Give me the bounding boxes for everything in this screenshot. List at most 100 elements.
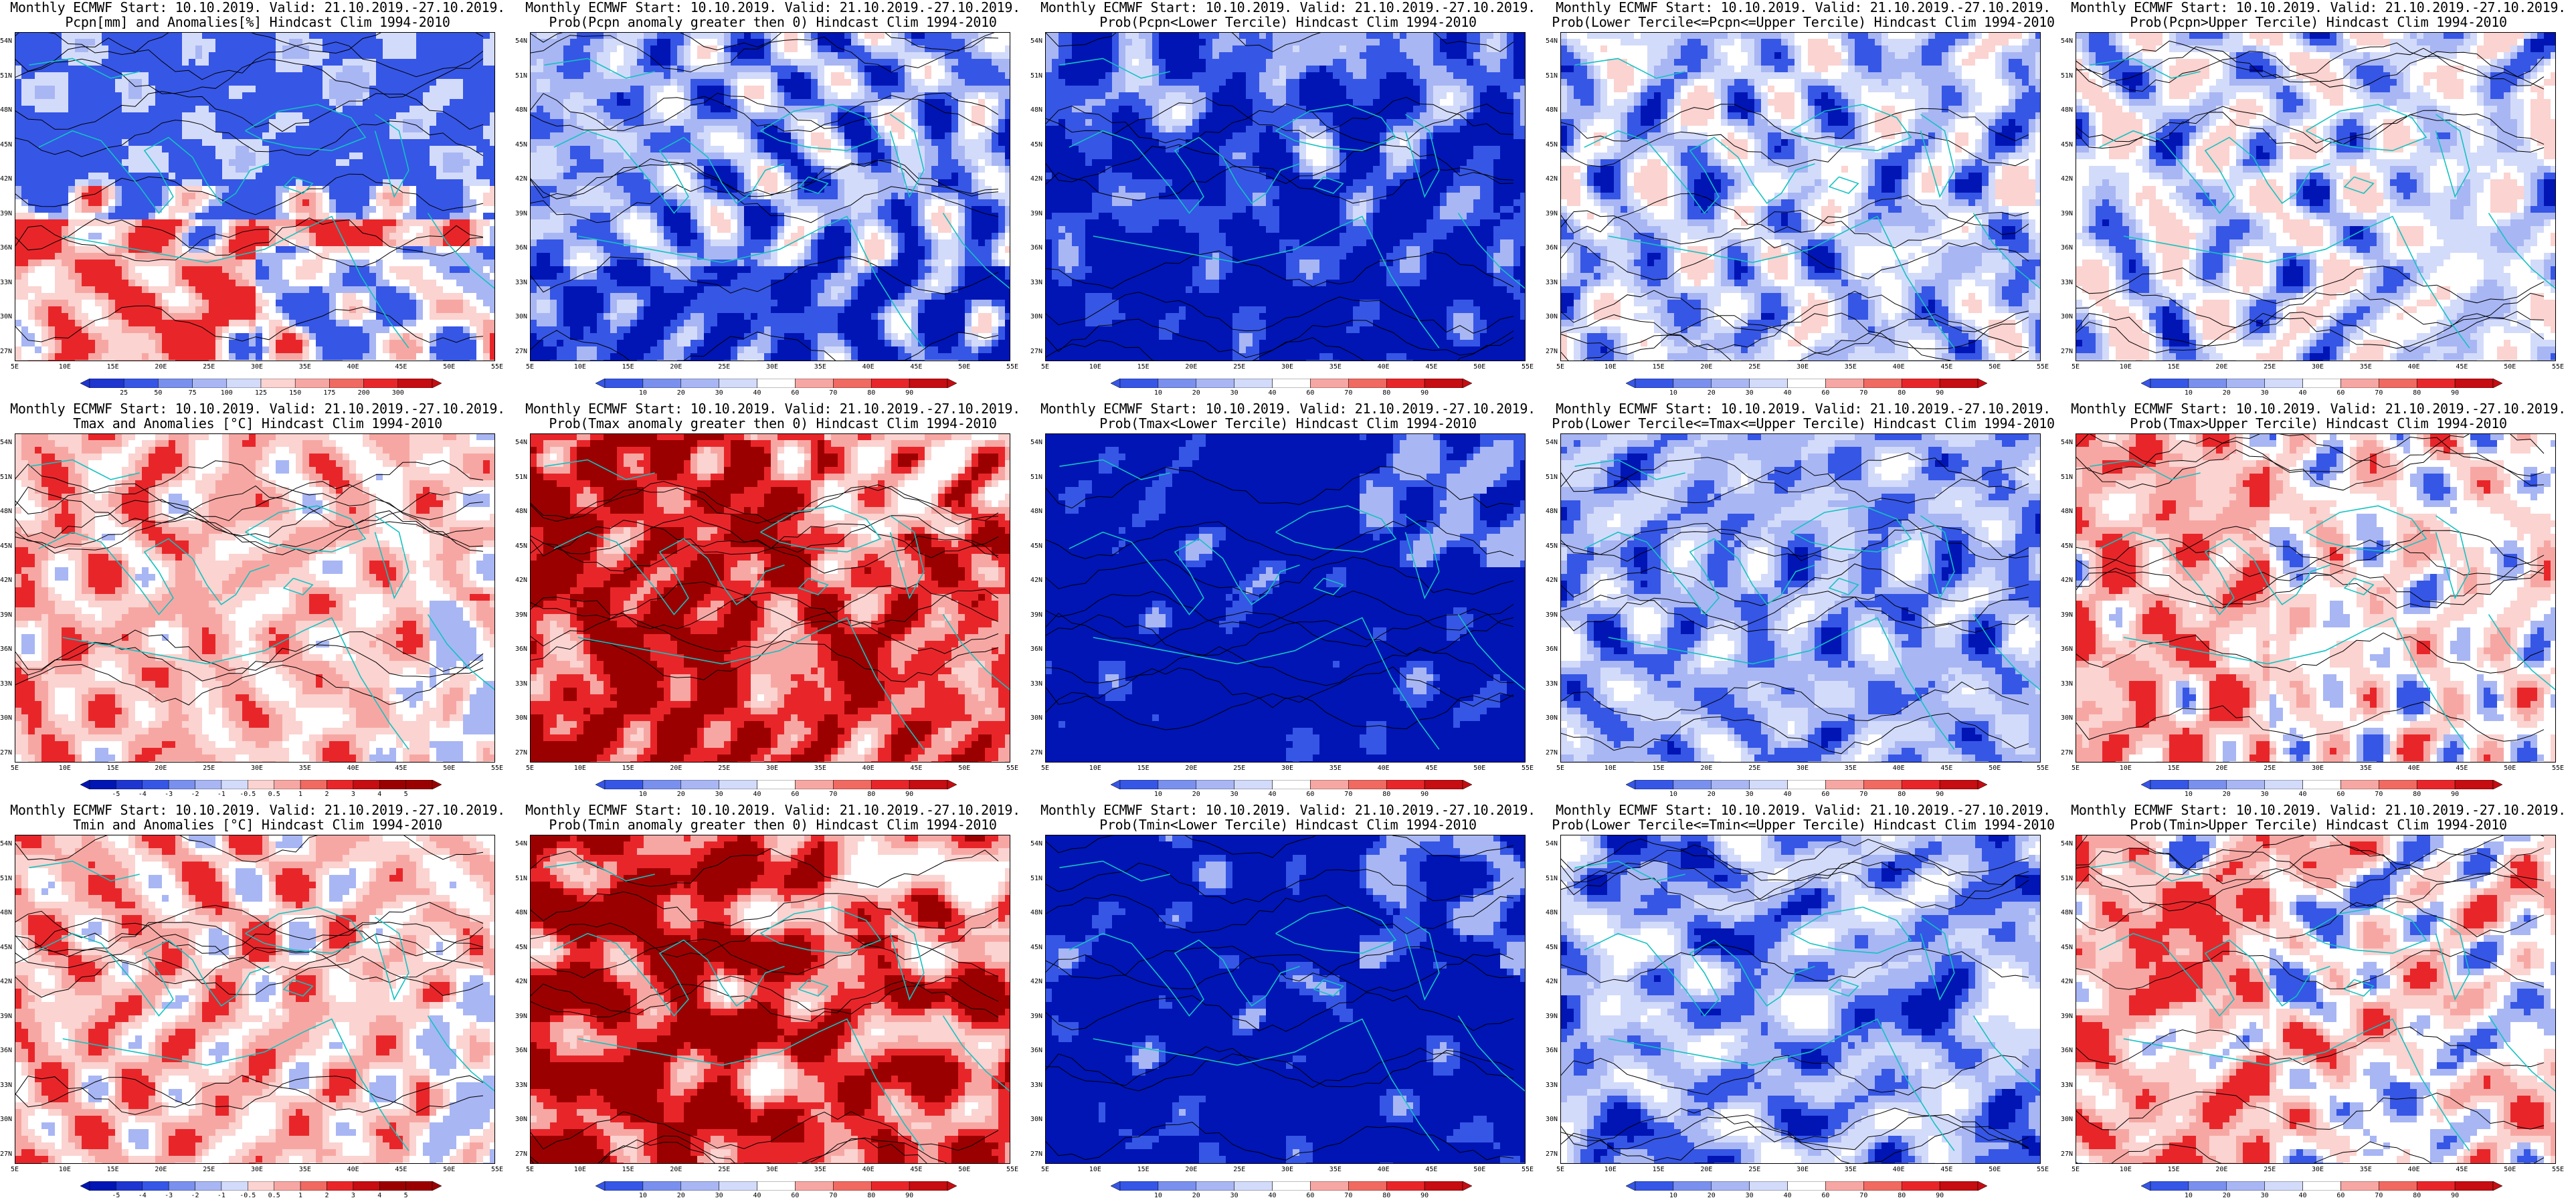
fill-cell [48, 159, 56, 167]
fill-cell [128, 340, 136, 347]
fill-cell [911, 66, 919, 73]
fill-cell [289, 313, 296, 320]
fill-cell [691, 153, 698, 160]
fill-cell [978, 72, 986, 80]
fill-cell [289, 353, 296, 361]
fill-cell [624, 66, 631, 73]
fill-cell [209, 99, 216, 106]
fill-cell [316, 313, 323, 320]
fill-cell [329, 239, 337, 247]
fill-cell [777, 52, 785, 60]
fill-cell [985, 132, 992, 140]
fill-cell [617, 112, 624, 120]
fill-cell [369, 179, 377, 187]
fill-cell [182, 153, 189, 160]
fill-cell [470, 213, 477, 220]
fill-cell [931, 146, 939, 153]
fill-cell [650, 139, 658, 146]
fill-cell [389, 66, 397, 73]
fill-cell [925, 45, 932, 53]
fill-cell [309, 119, 316, 126]
fill-cell [864, 146, 872, 153]
fill-cell [476, 153, 484, 160]
fill-cell [396, 66, 403, 73]
fill-cell [430, 139, 437, 146]
fill-cell [309, 293, 316, 300]
fill-cell [169, 186, 176, 193]
fill-cell [784, 112, 792, 120]
fill-cell [958, 86, 965, 93]
fill-cell [28, 146, 35, 153]
fill-cell [35, 266, 42, 274]
fill-cell [282, 59, 290, 66]
fill-cell [925, 32, 932, 39]
fill-cell [470, 139, 477, 146]
fill-cell [142, 266, 149, 274]
fill-cell [276, 119, 283, 126]
fill-cell [617, 146, 624, 153]
fill-cell [75, 52, 82, 60]
fill-cell [329, 32, 337, 39]
fill-cell [530, 92, 537, 100]
fill-cell [450, 139, 457, 146]
fill-cell [403, 193, 410, 200]
fill-cell [269, 146, 276, 153]
fill-cell [41, 153, 49, 160]
fill-cell [48, 333, 56, 340]
fill-cell [858, 66, 865, 73]
fill-cell [209, 219, 216, 227]
fill-cell [128, 86, 136, 93]
fill-cell [209, 266, 216, 274]
fill-cell [122, 66, 129, 73]
fill-cell [490, 239, 495, 247]
fill-cell [276, 280, 283, 287]
fill-cell [604, 59, 611, 66]
fill-cell [28, 79, 35, 86]
fill-cell [436, 286, 444, 294]
fill-cell [590, 86, 597, 93]
fill-cell [724, 99, 731, 106]
fill-cell [135, 280, 143, 287]
isoline [15, 173, 484, 215]
fill-cell [68, 320, 76, 327]
fill-cell [15, 79, 22, 86]
fill-cell [329, 66, 337, 73]
fill-cell [670, 119, 678, 126]
fill-cell [891, 139, 899, 146]
fill-cell [450, 126, 457, 133]
fill-cell [115, 119, 122, 126]
fill-cell [122, 45, 129, 53]
fill-cell [236, 186, 243, 193]
fill-cell [242, 52, 250, 60]
fill-cell [838, 112, 845, 120]
fill-cell [450, 226, 457, 233]
fill-cell [938, 139, 945, 146]
fill-cell [62, 179, 69, 187]
fill-cell [189, 206, 196, 213]
fill-cell [470, 219, 477, 227]
fill-cell [249, 213, 256, 220]
fill-cell [483, 72, 490, 80]
fill-cell [41, 66, 49, 73]
fill-cell [115, 132, 122, 140]
fill-cell [885, 132, 892, 140]
fill-cell [55, 159, 62, 167]
fill-cell [369, 266, 377, 274]
fill-cell [142, 280, 149, 287]
fill-cell [88, 32, 96, 39]
fill-cell [155, 146, 163, 153]
fill-cell [289, 266, 296, 274]
fill-cell [162, 199, 169, 207]
fill-cell [82, 266, 89, 274]
fill-cell [236, 280, 243, 287]
fill-cell [617, 79, 624, 86]
fill-cell [483, 226, 490, 233]
fill-cell [122, 146, 129, 153]
fill-cell [189, 45, 196, 53]
fill-cell [563, 72, 571, 80]
fill-cell [918, 86, 925, 93]
fill-cell [95, 139, 102, 146]
fill-cell [998, 112, 1006, 120]
fill-cell [108, 353, 116, 361]
fill-cell [483, 260, 490, 267]
